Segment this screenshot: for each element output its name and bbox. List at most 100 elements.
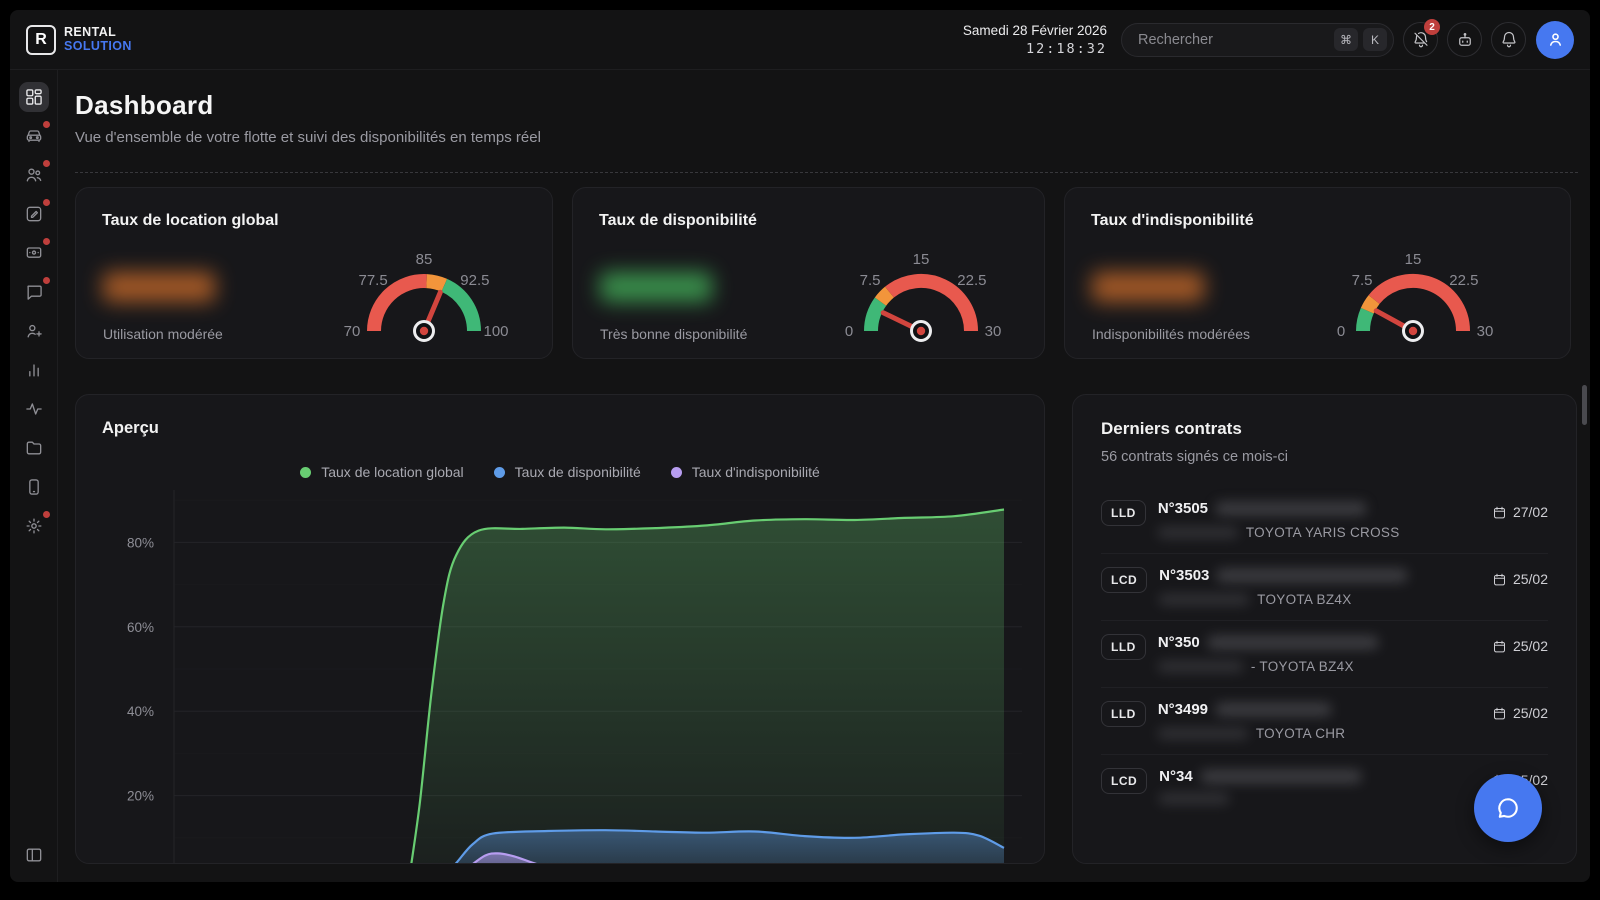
client-name-blurred — [1207, 636, 1378, 649]
legend-item-2[interactable]: Taux d'indisponibilité — [670, 464, 820, 480]
svg-text:85: 85 — [416, 251, 433, 268]
notifications-muted-button[interactable]: 2 — [1403, 19, 1440, 57]
sidebar-item-clients[interactable] — [19, 160, 50, 190]
contract-date: 25/02 — [1492, 705, 1548, 721]
calendar-icon — [1493, 573, 1505, 585]
contract-body: N°3503 TOYOTA BZ4X — [1159, 567, 1482, 607]
legend-dot — [493, 466, 505, 478]
sidebar-collapse-button[interactable] — [19, 840, 49, 870]
documents-icon — [26, 441, 41, 455]
contract-row[interactable]: LLD N°3505 TOYOTA YARIS CROSS 27/02 — [1101, 487, 1548, 554]
notifications-button[interactable] — [1491, 22, 1526, 57]
search-input[interactable]: Rechercher ⌘ K — [1121, 22, 1394, 57]
contract-date-text: 25/02 — [1512, 571, 1548, 587]
contract-type-badge: LLD — [1101, 634, 1146, 660]
client-id-blurred — [1159, 594, 1250, 605]
sidebar-item-add-user[interactable] — [19, 316, 49, 346]
person-icon — [1549, 33, 1561, 46]
legend-label: Taux d'indisponibilité — [691, 464, 820, 480]
svg-text:60%: 60% — [127, 620, 154, 635]
settings-icon — [26, 518, 41, 534]
svg-text:77.5: 77.5 — [358, 272, 387, 289]
legend-item-1[interactable]: Taux de disponibilité — [493, 464, 641, 480]
sidebar-item-contracts[interactable] — [19, 199, 50, 229]
kpi-card-unavailability-rate: Taux d'indisponibilité Indisponibilités … — [1064, 187, 1571, 359]
contract-row[interactable]: LCD N°3503 TOYOTA BZ4X 25/02 — [1101, 554, 1548, 621]
legend-item-0[interactable]: Taux de location global — [300, 464, 464, 480]
svg-text:15: 15 — [1405, 251, 1422, 268]
sidebar-item-payments[interactable] — [19, 238, 50, 268]
scrollbar-thumb[interactable] — [1582, 385, 1587, 425]
svg-text:80%: 80% — [127, 535, 154, 550]
contracts-subtitle: 56 contrats signés ce mois-ci — [1101, 449, 1288, 465]
contract-row[interactable]: LLD N°3499 TOYOTA CHR 25/02 — [1101, 688, 1548, 755]
kpi-status: Très bonne disponibilité — [600, 326, 748, 342]
clients-icon — [26, 168, 41, 182]
robot-icon — [1458, 32, 1471, 46]
dashboard-icon — [25, 89, 42, 105]
contract-type-badge: LLD — [1101, 701, 1146, 727]
sidebar-item-documents[interactable] — [19, 433, 49, 463]
kpi-card-availability-rate: Taux de disponibilité Très bonne disponi… — [572, 187, 1045, 359]
sidebar-item-activity[interactable] — [19, 394, 49, 424]
svg-text:100: 100 — [483, 323, 508, 340]
contract-vehicle: TOYOTA YARIS CROSS — [1245, 525, 1400, 540]
legend-dot — [300, 466, 312, 478]
contract-number: N°350 — [1157, 634, 1200, 651]
sidebar-item-messages[interactable] — [19, 277, 50, 307]
sidebar-item-mobile[interactable] — [19, 472, 49, 502]
legend-label: Taux de location global — [321, 464, 464, 480]
svg-text:7.5: 7.5 — [860, 272, 881, 289]
svg-text:30: 30 — [985, 323, 1002, 340]
activity-icon — [25, 403, 42, 415]
mobile-icon — [28, 479, 39, 495]
alert-dot — [42, 199, 50, 206]
logo-icon: R — [26, 24, 56, 55]
contract-date: 27/02 — [1492, 504, 1548, 520]
contract-date: 25/02 — [1492, 571, 1548, 587]
gauge-chart: 70 77.5 85 92.5 100 — [289, 226, 559, 351]
svg-text:40%: 40% — [127, 704, 154, 719]
client-id-blurred — [1157, 527, 1238, 538]
client-name-blurred — [1217, 569, 1408, 582]
contract-list: LLD N°3505 TOYOTA YARIS CROSS 27/02 LCD N°350… — [1101, 487, 1548, 817]
page-title: Dashboard — [75, 90, 214, 120]
overview-chart-card: Aperçu Taux de location global Taux de di… — [75, 394, 1045, 864]
sidebar-item-vehicles[interactable] — [19, 121, 50, 151]
chat-fab-button[interactable] — [1474, 774, 1542, 842]
sidebar — [10, 70, 58, 882]
contracts-title: Derniers contrats — [1101, 419, 1242, 438]
sidebar-item-dashboard[interactable] — [18, 82, 49, 112]
svg-text:15: 15 — [913, 251, 930, 268]
cmd-keycap: ⌘ — [1334, 28, 1358, 51]
client-id-blurred — [1157, 661, 1243, 672]
payments-icon — [26, 247, 41, 258]
assistant-bot-button[interactable] — [1447, 22, 1482, 57]
panel-left-icon — [26, 848, 41, 862]
bell-icon — [1501, 31, 1516, 47]
contract-row[interactable]: LLD N°350 - TOYOTA BZ4X 25/02 — [1101, 621, 1548, 688]
client-name-blurred — [1216, 502, 1367, 515]
app-logo[interactable]: R RENTAL SOLUTION — [26, 24, 132, 55]
notification-badge: 2 — [1424, 19, 1440, 35]
contracts-icon — [26, 206, 41, 222]
svg-text:22.5: 22.5 — [1449, 272, 1478, 289]
chat-bubble-icon — [1498, 798, 1518, 818]
app-window: R RENTAL SOLUTION Samedi 28 Février 2026… — [10, 10, 1590, 882]
user-avatar[interactable] — [1536, 20, 1574, 59]
contract-body: N°3499 TOYOTA CHR — [1157, 701, 1482, 741]
contract-date-text: 25/02 — [1512, 705, 1548, 721]
k-keycap: K — [1363, 28, 1387, 51]
page-subtitle: Vue d'ensemble de votre flotte et suivi … — [75, 129, 541, 146]
alert-dot — [42, 160, 50, 167]
alert-dot — [42, 238, 50, 245]
sidebar-item-stats[interactable] — [19, 355, 49, 385]
calendar-icon — [1493, 506, 1505, 518]
svg-text:30: 30 — [1477, 323, 1494, 340]
kpi-value-blurred — [1092, 272, 1204, 302]
kpi-value-blurred — [600, 272, 712, 302]
sidebar-item-settings[interactable] — [19, 511, 50, 541]
current-time: 12:18:32 — [1025, 40, 1107, 57]
logo-line2: SOLUTION — [64, 38, 132, 53]
logo-letter: R — [35, 30, 47, 48]
